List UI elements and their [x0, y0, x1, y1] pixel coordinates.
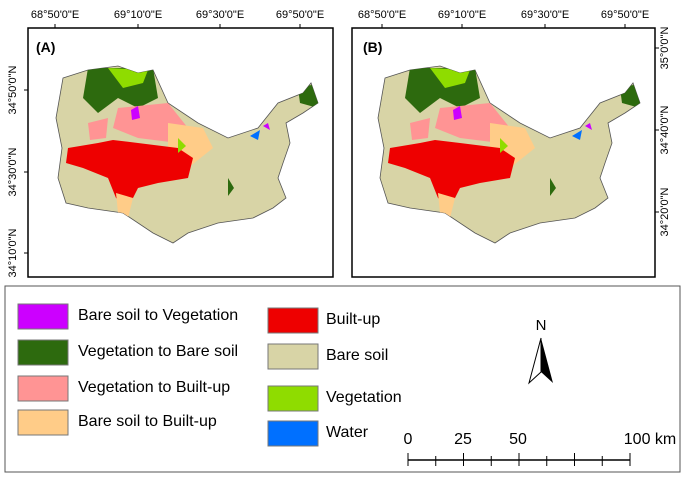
- map-panel: (B): [351, 27, 656, 278]
- longitude-label: 69°10'0"E: [114, 9, 162, 21]
- legend-swatch: [17, 303, 69, 330]
- panel-frame: [351, 27, 656, 278]
- legend-swatch: [267, 307, 319, 334]
- legend-label: Bare soil: [326, 347, 388, 364]
- arrow-half: [541, 338, 553, 383]
- legend-swatch: [267, 343, 319, 370]
- scale-label: 100 km: [624, 431, 676, 448]
- panel-label: (B): [363, 39, 382, 55]
- legend-label: Vegetation: [326, 389, 402, 406]
- scale-label: 50: [509, 431, 527, 448]
- longitude-label: 69°30'0"E: [196, 9, 244, 21]
- latitude-label: 35°0'0"N: [659, 27, 671, 70]
- legend-label: Water: [326, 424, 369, 441]
- latitude-label: 34°20'0"N: [659, 187, 671, 236]
- map-region: [56, 66, 320, 243]
- longitude-label: 69°50'0"E: [601, 9, 649, 21]
- legend-swatch: [267, 420, 319, 447]
- scale-label: 25: [454, 431, 472, 448]
- longitude-label: 69°30'0"E: [521, 9, 569, 21]
- longitude-label: 69°50'0"E: [276, 9, 324, 21]
- scale-label: 0: [404, 431, 413, 448]
- arrow-half: [528, 337, 542, 385]
- legend-label: Bare soil to Vegetation: [78, 307, 238, 324]
- north-arrow: N: [528, 317, 553, 385]
- legend-swatch: [17, 409, 69, 436]
- longitude-label: 68°50'0"E: [31, 9, 79, 21]
- legend-swatch: [17, 375, 69, 402]
- legend-label: Vegetation to Built-up: [78, 379, 230, 396]
- map-panel: (A): [27, 27, 334, 278]
- latitude-label: 34°30'0"N: [7, 147, 19, 196]
- panel-label: (A): [36, 39, 55, 55]
- legend-frame: [4, 285, 681, 473]
- panel-frame: [27, 27, 334, 278]
- legend-label: Bare soil to Built-up: [78, 413, 217, 430]
- latitude-label: 34°50'0"N: [7, 65, 19, 114]
- longitude-label: 68°50'0"E: [358, 9, 406, 21]
- map-region: [378, 66, 642, 243]
- north-label: N: [536, 317, 547, 334]
- legend-label: Vegetation to Bare soil: [78, 343, 238, 360]
- legend-label: Built-up: [326, 311, 380, 328]
- longitude-label: 69°10'0"E: [438, 9, 486, 21]
- latitude-label: 34°40'0"N: [659, 105, 671, 154]
- legend-swatch: [17, 339, 69, 366]
- legend-swatch: [267, 385, 319, 412]
- latitude-label: 34°10'0"N: [7, 228, 19, 277]
